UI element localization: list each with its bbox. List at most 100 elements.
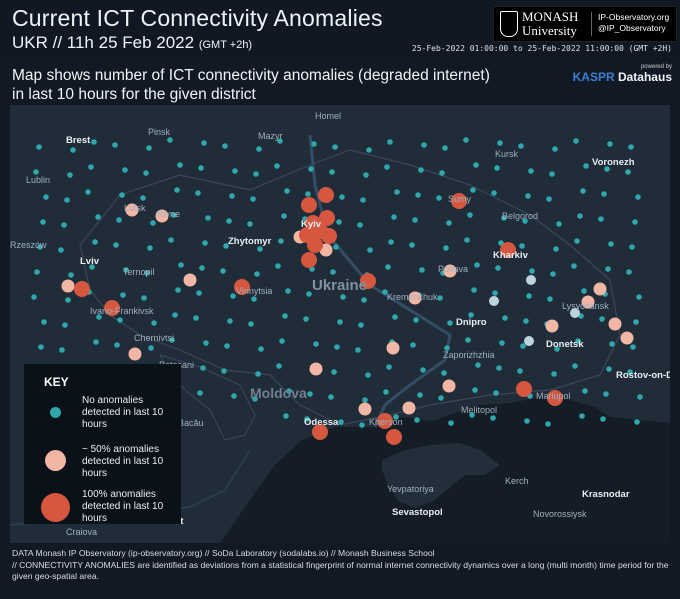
district-dot-half[interactable] (61, 279, 75, 293)
district-dot-none[interactable] (528, 168, 534, 174)
district-dot-none[interactable] (491, 190, 497, 196)
district-dot-none[interactable] (523, 318, 529, 324)
district-dot-none[interactable] (336, 219, 342, 225)
district-dot-none[interactable] (361, 297, 367, 303)
district-dot-none[interactable] (221, 368, 227, 374)
district-dot-none[interactable] (255, 371, 261, 377)
district-dot-none[interactable] (253, 171, 259, 177)
district-dot-none[interactable] (359, 422, 365, 428)
district-dot-none[interactable] (469, 412, 475, 418)
district-dot-none[interactable] (520, 343, 526, 349)
district-dot-half[interactable] (608, 317, 622, 331)
district-dot-none[interactable] (497, 140, 503, 146)
anomaly-map[interactable]: Homel Brest Pinsk Mazyr Kursk Voronezh Lublin L… (10, 105, 670, 543)
district-dot-none[interactable] (330, 269, 336, 275)
district-dot-none[interactable] (496, 365, 502, 371)
district-dot-none[interactable] (474, 262, 480, 268)
district-dot-none[interactable] (577, 213, 583, 219)
district-dot-full[interactable] (307, 237, 323, 253)
district-dot-none[interactable] (147, 245, 153, 251)
district-dot-none[interactable] (91, 139, 97, 145)
district-dot-full[interactable] (321, 228, 337, 244)
district-dot-none[interactable] (172, 312, 178, 318)
district-dot-half[interactable] (183, 273, 197, 287)
district-dot-none[interactable] (629, 244, 635, 250)
district-dot-none[interactable] (637, 394, 643, 400)
district-dot-none[interactable] (277, 138, 283, 144)
district-dot-none[interactable] (68, 272, 74, 278)
district-dot-none[interactable] (112, 142, 118, 148)
district-dot-none[interactable] (526, 293, 532, 299)
district-dot-none[interactable] (386, 364, 392, 370)
district-dot-none[interactable] (36, 144, 42, 150)
district-dot-full[interactable] (318, 187, 334, 203)
district-dot-none[interactable] (465, 337, 471, 343)
district-dot-none[interactable] (473, 162, 479, 168)
district-dot-none[interactable] (492, 290, 498, 296)
district-dot-none[interactable] (285, 288, 291, 294)
district-dot-none[interactable] (467, 212, 473, 218)
district-dot-none[interactable] (502, 315, 508, 321)
district-dot-full[interactable] (451, 193, 467, 209)
district-dot-none[interactable] (328, 394, 334, 400)
district-dot-none[interactable] (311, 141, 317, 147)
district-dot-full[interactable] (360, 273, 376, 289)
district-dot-none[interactable] (198, 165, 204, 171)
district-dot-none[interactable] (554, 346, 560, 352)
district-dot-half[interactable] (155, 209, 169, 223)
district-dot-none[interactable] (604, 166, 610, 172)
district-dot-none[interactable] (418, 167, 424, 173)
district-dot-none[interactable] (41, 319, 47, 325)
district-dot-none[interactable] (58, 247, 64, 253)
district-dot-none[interactable] (529, 268, 535, 274)
district-dot-none[interactable] (388, 239, 394, 245)
district-dot-none[interactable] (274, 163, 280, 169)
district-dot-none[interactable] (573, 138, 579, 144)
district-dot-full[interactable] (74, 281, 90, 297)
district-dot-none[interactable] (339, 194, 345, 200)
district-dot-full[interactable] (377, 413, 393, 429)
district-dot-none[interactable] (168, 237, 174, 243)
district-dot-none[interactable] (33, 169, 39, 175)
district-dot-none[interactable] (67, 172, 73, 178)
district-dot-none[interactable] (383, 389, 389, 395)
district-dot-none[interactable] (232, 168, 238, 174)
district-dot-none[interactable] (501, 215, 507, 221)
district-dot-none[interactable] (468, 312, 474, 318)
district-dot-none[interactable] (201, 140, 207, 146)
district-dot-none[interactable] (582, 388, 588, 394)
district-dot-none[interactable] (203, 340, 209, 346)
district-dot-none[interactable] (415, 192, 421, 198)
district-dot-none[interactable] (547, 296, 553, 302)
district-dot-none[interactable] (393, 414, 399, 420)
district-dot-none[interactable] (580, 188, 586, 194)
district-dot-none[interactable] (65, 297, 71, 303)
district-dot-light[interactable] (570, 308, 580, 318)
district-dot-none[interactable] (437, 295, 443, 301)
district-dot-none[interactable] (122, 167, 128, 173)
district-dot-full[interactable] (547, 390, 563, 406)
district-dot-none[interactable] (524, 418, 530, 424)
district-dot-none[interactable] (62, 322, 68, 328)
district-dot-none[interactable] (552, 146, 558, 152)
district-dot-none[interactable] (627, 369, 633, 375)
district-dot-none[interactable] (551, 371, 557, 377)
district-dot-none[interactable] (556, 221, 562, 227)
district-dot-none[interactable] (197, 390, 203, 396)
district-dot-none[interactable] (334, 344, 340, 350)
district-dot-none[interactable] (231, 393, 237, 399)
district-dot-none[interactable] (357, 222, 363, 228)
district-dot-none[interactable] (391, 214, 397, 220)
district-dot-half[interactable] (593, 282, 607, 296)
district-dot-none[interactable] (441, 370, 447, 376)
district-dot-none[interactable] (223, 243, 229, 249)
district-dot-full[interactable] (104, 300, 120, 316)
district-dot-none[interactable] (583, 163, 589, 169)
district-dot-none[interactable] (365, 372, 371, 378)
district-dot-none[interactable] (436, 195, 442, 201)
district-dot-half[interactable] (125, 203, 139, 217)
district-dot-none[interactable] (626, 269, 632, 275)
district-dot-none[interactable] (387, 139, 393, 145)
district-dot-none[interactable] (472, 387, 478, 393)
district-dot-none[interactable] (37, 244, 43, 250)
